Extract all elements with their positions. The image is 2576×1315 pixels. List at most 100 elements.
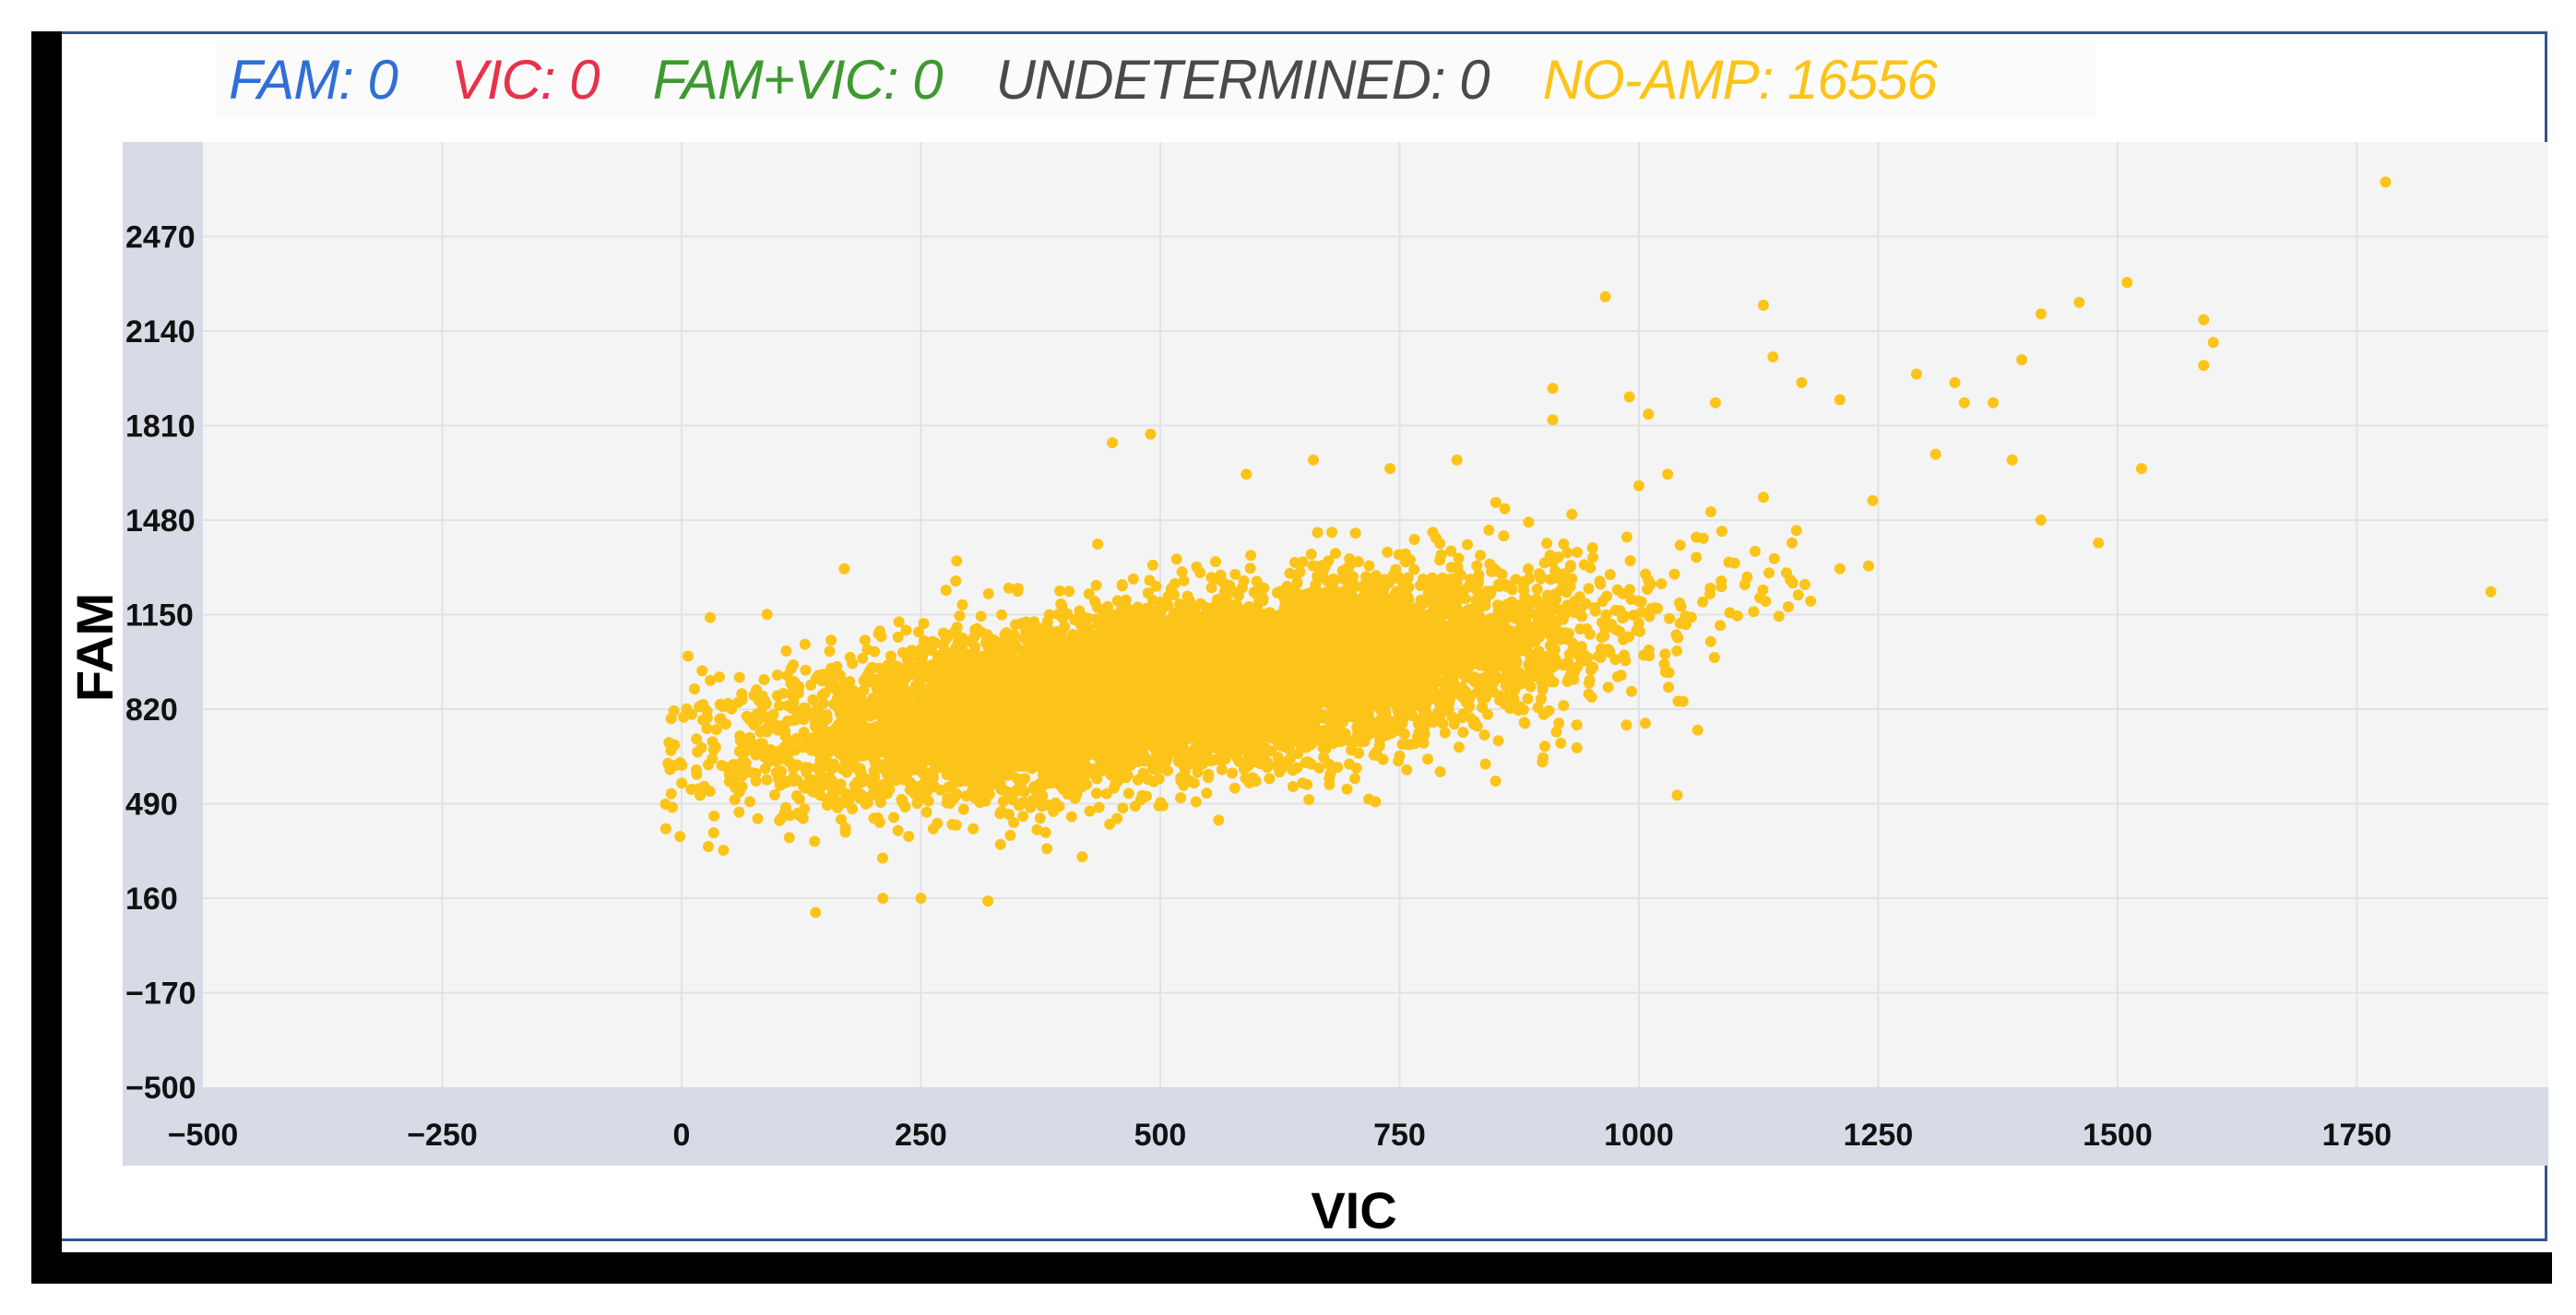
data-point bbox=[892, 631, 904, 643]
data-point bbox=[1003, 582, 1015, 594]
data-point bbox=[1523, 516, 1535, 528]
data-point bbox=[1601, 590, 1613, 602]
data-point bbox=[783, 832, 795, 844]
data-point bbox=[1284, 567, 1296, 579]
data-point bbox=[1288, 781, 1299, 792]
data-point bbox=[726, 703, 738, 715]
data-point bbox=[1867, 494, 1879, 506]
data-point bbox=[1555, 737, 1567, 749]
data-point bbox=[1749, 545, 1761, 557]
data-point bbox=[761, 774, 773, 786]
legend-item-vic: VIC: 0 bbox=[450, 48, 600, 111]
data-point bbox=[903, 831, 915, 842]
data-point bbox=[857, 652, 869, 664]
data-point bbox=[847, 803, 859, 815]
data-point bbox=[703, 759, 714, 771]
data-point bbox=[1205, 572, 1217, 584]
data-point bbox=[1564, 560, 1576, 572]
data-point bbox=[1175, 792, 1187, 804]
data-point bbox=[799, 638, 811, 650]
data-point bbox=[1422, 753, 1433, 765]
data-point bbox=[1446, 711, 1458, 723]
data-point bbox=[996, 609, 1007, 621]
data-point bbox=[689, 683, 700, 695]
data-point bbox=[1498, 530, 1510, 542]
data-point bbox=[1518, 717, 1530, 729]
data-point bbox=[1635, 596, 1647, 608]
data-point bbox=[844, 676, 856, 688]
data-point bbox=[758, 724, 770, 736]
data-point bbox=[1675, 600, 1687, 612]
data-point bbox=[1798, 578, 1810, 590]
data-point bbox=[1434, 765, 1446, 777]
frame-left-border bbox=[31, 31, 62, 1284]
data-point bbox=[1244, 563, 1256, 575]
data-point bbox=[1307, 560, 1319, 572]
data-point bbox=[1205, 582, 1217, 594]
data-point bbox=[1479, 692, 1491, 704]
data-point bbox=[1748, 606, 1760, 618]
data-point bbox=[758, 674, 770, 685]
data-point bbox=[1313, 762, 1325, 774]
data-point bbox=[704, 786, 716, 798]
data-point bbox=[1708, 652, 1720, 663]
data-point bbox=[807, 693, 819, 705]
data-point bbox=[1490, 496, 1502, 508]
data-point bbox=[676, 777, 688, 789]
data-point bbox=[1063, 586, 1075, 598]
data-point bbox=[1664, 612, 1676, 624]
data-point bbox=[1704, 635, 1716, 647]
data-point bbox=[1538, 557, 1550, 569]
data-point bbox=[1247, 772, 1259, 784]
frame-bottom-border bbox=[31, 1252, 2552, 1284]
data-point bbox=[785, 663, 797, 675]
data-point bbox=[814, 768, 826, 780]
data-point bbox=[1190, 796, 1202, 808]
data-point bbox=[759, 763, 771, 775]
data-point bbox=[1580, 598, 1592, 610]
data-point bbox=[1153, 773, 1165, 785]
data-point bbox=[1312, 527, 1324, 539]
data-point bbox=[1227, 767, 1239, 779]
data-point bbox=[1146, 559, 1158, 571]
data-point bbox=[695, 741, 707, 753]
data-point bbox=[1294, 566, 1306, 578]
data-point bbox=[1305, 549, 1317, 560]
data-point bbox=[1757, 584, 1769, 596]
data-point bbox=[1613, 625, 1625, 637]
data-point bbox=[1583, 583, 1595, 595]
data-point bbox=[667, 801, 678, 813]
data-point bbox=[772, 669, 783, 681]
data-point bbox=[1594, 575, 1606, 587]
data-point bbox=[1531, 583, 1543, 595]
data-point bbox=[824, 646, 836, 658]
data-point bbox=[1535, 693, 1547, 705]
data-point bbox=[750, 767, 762, 779]
data-point bbox=[1144, 575, 1156, 586]
data-point bbox=[1539, 740, 1550, 752]
data-point bbox=[1303, 794, 1315, 806]
data-point bbox=[1671, 645, 1683, 657]
data-point bbox=[778, 808, 790, 820]
data-point bbox=[1349, 773, 1360, 785]
data-point bbox=[888, 812, 899, 823]
data-point bbox=[836, 813, 848, 825]
legend: FAM: 0 VIC: 0 FAM+VIC: 0 UNDETERMINED: 0… bbox=[216, 41, 2097, 118]
data-point bbox=[1201, 788, 1213, 800]
legend-item-fam-vic: FAM+VIC: 0 bbox=[652, 48, 944, 111]
data-point bbox=[1341, 783, 1353, 795]
data-point bbox=[1545, 574, 1557, 586]
data-point bbox=[1091, 601, 1103, 613]
data-point bbox=[696, 665, 708, 677]
data-point bbox=[1352, 556, 1364, 568]
data-point bbox=[946, 819, 958, 830]
data-point bbox=[956, 598, 968, 610]
data-point bbox=[1585, 562, 1597, 574]
data-point bbox=[1054, 585, 1065, 597]
legend-item-fam: FAM: 0 bbox=[229, 48, 398, 111]
data-point bbox=[1215, 569, 1227, 581]
data-point bbox=[1558, 538, 1570, 550]
data-point bbox=[1289, 556, 1300, 568]
data-point bbox=[1571, 741, 1583, 753]
